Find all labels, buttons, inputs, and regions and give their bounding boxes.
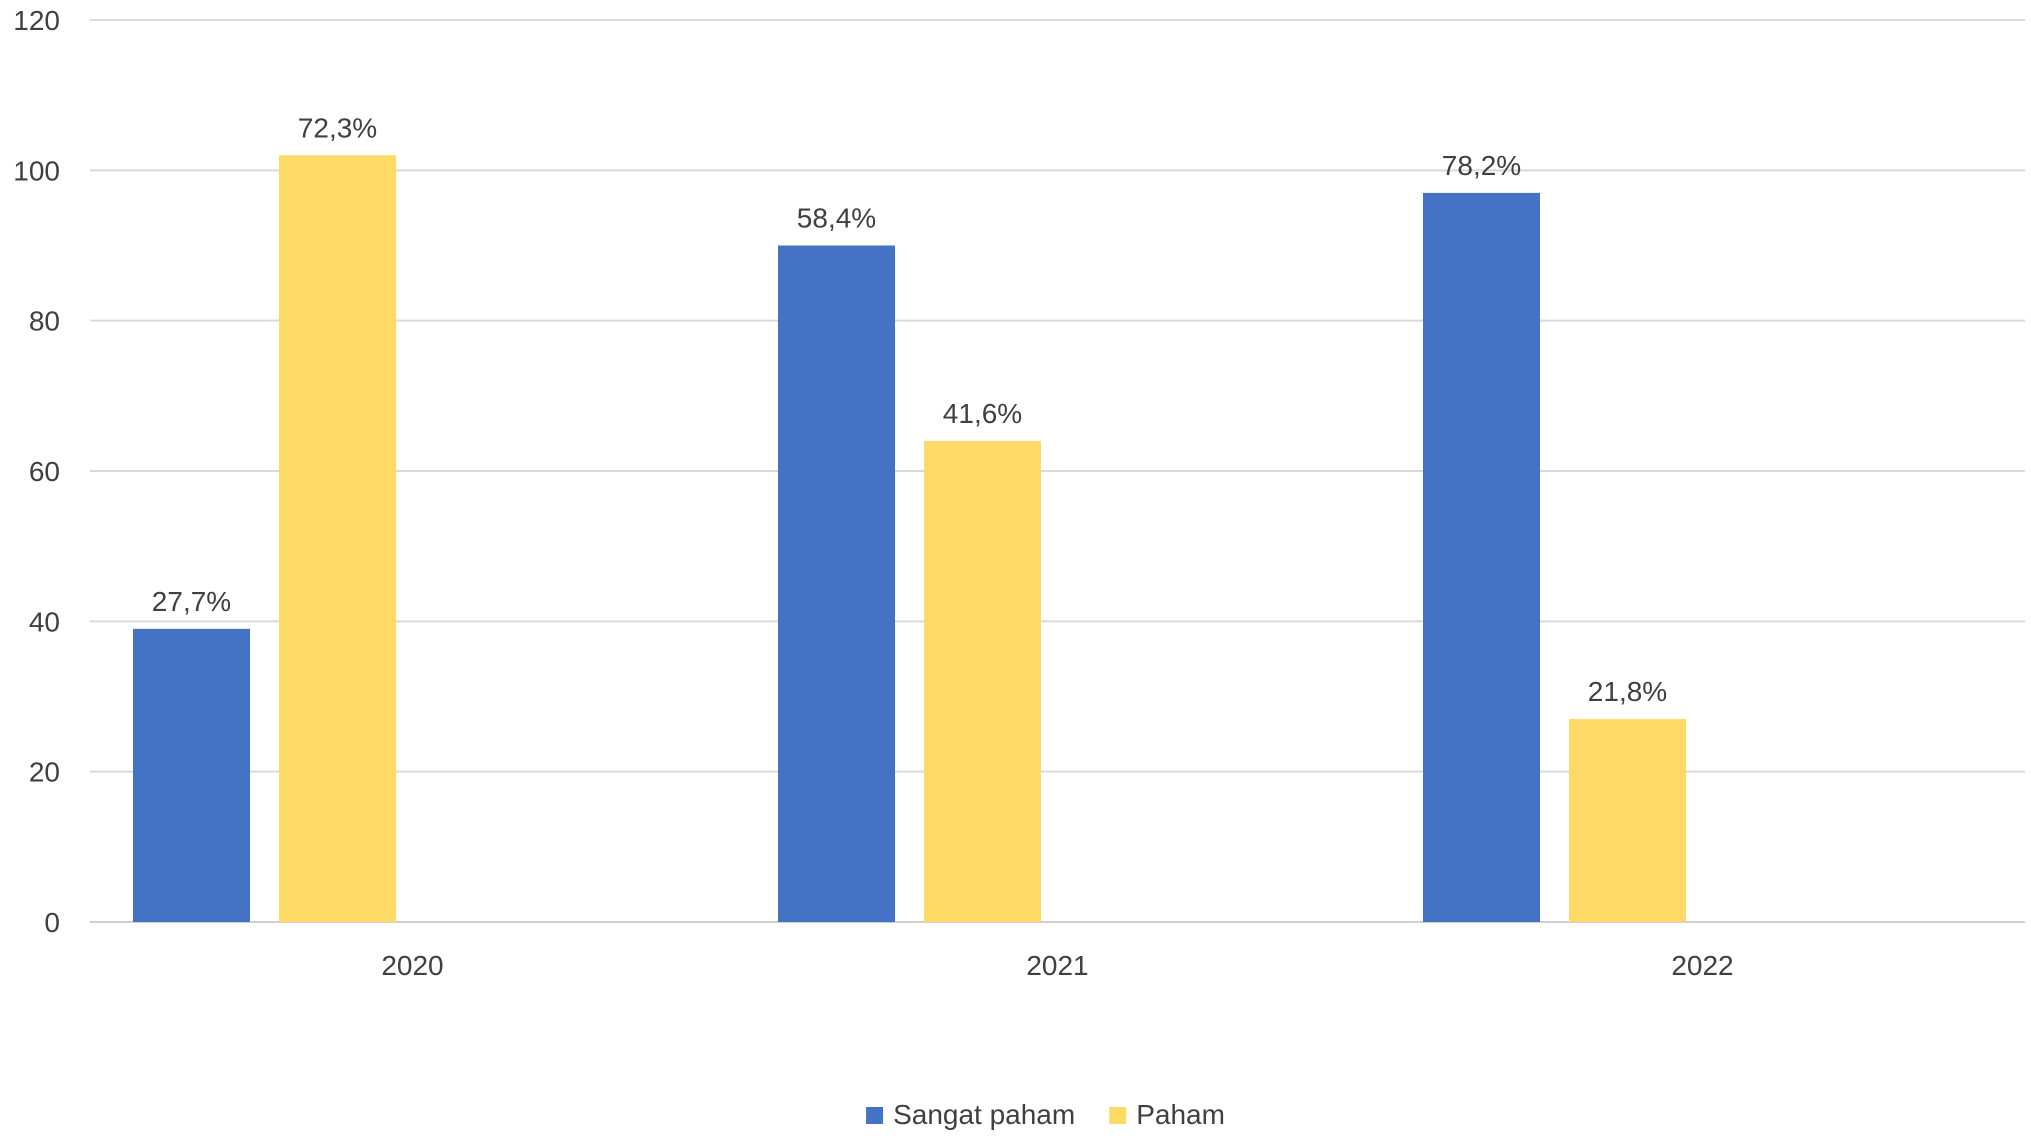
x-axis-ticks: 2020 2021 2022 [381,950,1733,981]
data-label: 41,6% [943,398,1022,429]
data-label: 21,8% [1588,676,1667,707]
legend-item: Sangat paham [866,1099,1075,1130]
y-tick-label: 0 [44,907,60,938]
x-tick-label: 2020 [381,950,443,981]
bar-sangat-paham-2020 [133,628,250,922]
legend-swatch [1109,1107,1127,1124]
y-tick-label: 40 [29,606,60,637]
y-tick-label: 120 [13,5,60,36]
gridlines [90,19,2025,923]
legend-swatch [866,1107,884,1124]
data-label: 78,2% [1442,150,1521,181]
y-tick-label: 60 [29,456,60,487]
y-tick-label: 100 [13,155,60,186]
x-tick-label: 2022 [1671,950,1733,981]
data-labels: 27,7% 58,4% 78,2% 72,3% 41,6% 21,8% [152,112,1667,707]
legend-item: Paham [1109,1099,1225,1130]
data-label: 72,3% [298,112,377,143]
bar-paham-2020 [279,155,396,923]
y-tick-label: 80 [29,306,60,337]
legend: Sangat paham Paham [866,1099,1225,1130]
bar-paham-2022 [1569,719,1686,922]
bar-sangat-paham-2022 [1423,192,1540,923]
data-label: 27,7% [152,586,231,617]
x-tick-label: 2021 [1026,950,1088,981]
bars [133,155,1686,923]
bar-sangat-paham-2021 [778,245,895,922]
legend-label: Sangat paham [893,1099,1075,1130]
y-axis-ticks: 0 20 40 60 80 100 120 [13,5,60,938]
y-tick-label: 20 [29,757,60,788]
bar-paham-2021 [924,440,1041,922]
data-label: 58,4% [797,203,876,234]
legend-label: Paham [1136,1099,1225,1130]
